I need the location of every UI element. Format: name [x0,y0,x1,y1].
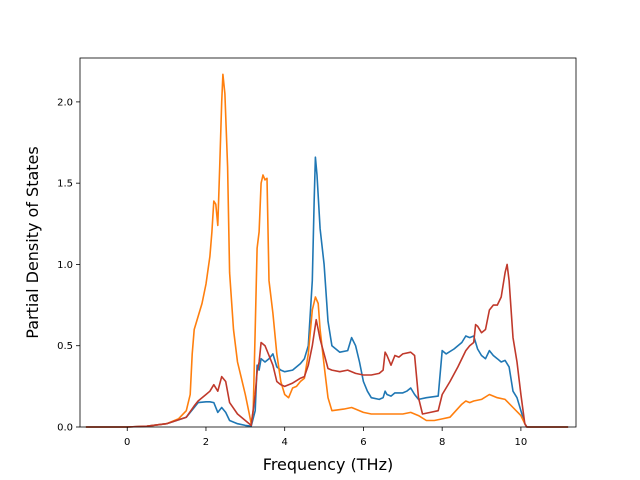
x-tick-label: 8 [439,437,445,448]
y-tick-label: 0.0 [57,423,73,434]
x-axis-ticks: 0 2 4 6 8 10 [124,427,527,448]
x-tick-label: 6 [360,437,366,448]
series-line-2 [85,73,569,428]
series-line-1 [85,156,569,428]
x-tick-label: 0 [124,437,130,448]
y-tick-label: 2.0 [57,97,73,108]
y-axis-label: Partial Density of States [23,146,42,338]
y-tick-label: 1.5 [57,179,73,190]
plot-area [79,57,577,428]
y-axis-ticks: 0.0 0.5 1.0 1.5 2.0 [57,97,80,434]
y-tick-label: 1.0 [57,260,73,271]
series-layer [85,73,569,428]
axes-frame [79,57,577,428]
x-tick-label: 4 [282,437,288,448]
y-tick-label: 0.5 [57,341,73,352]
series-line-3 [85,263,569,428]
x-axis-label: Frequency (THz) [263,455,393,474]
x-tick-label: 2 [203,437,209,448]
x-tick-label: 10 [515,437,528,448]
